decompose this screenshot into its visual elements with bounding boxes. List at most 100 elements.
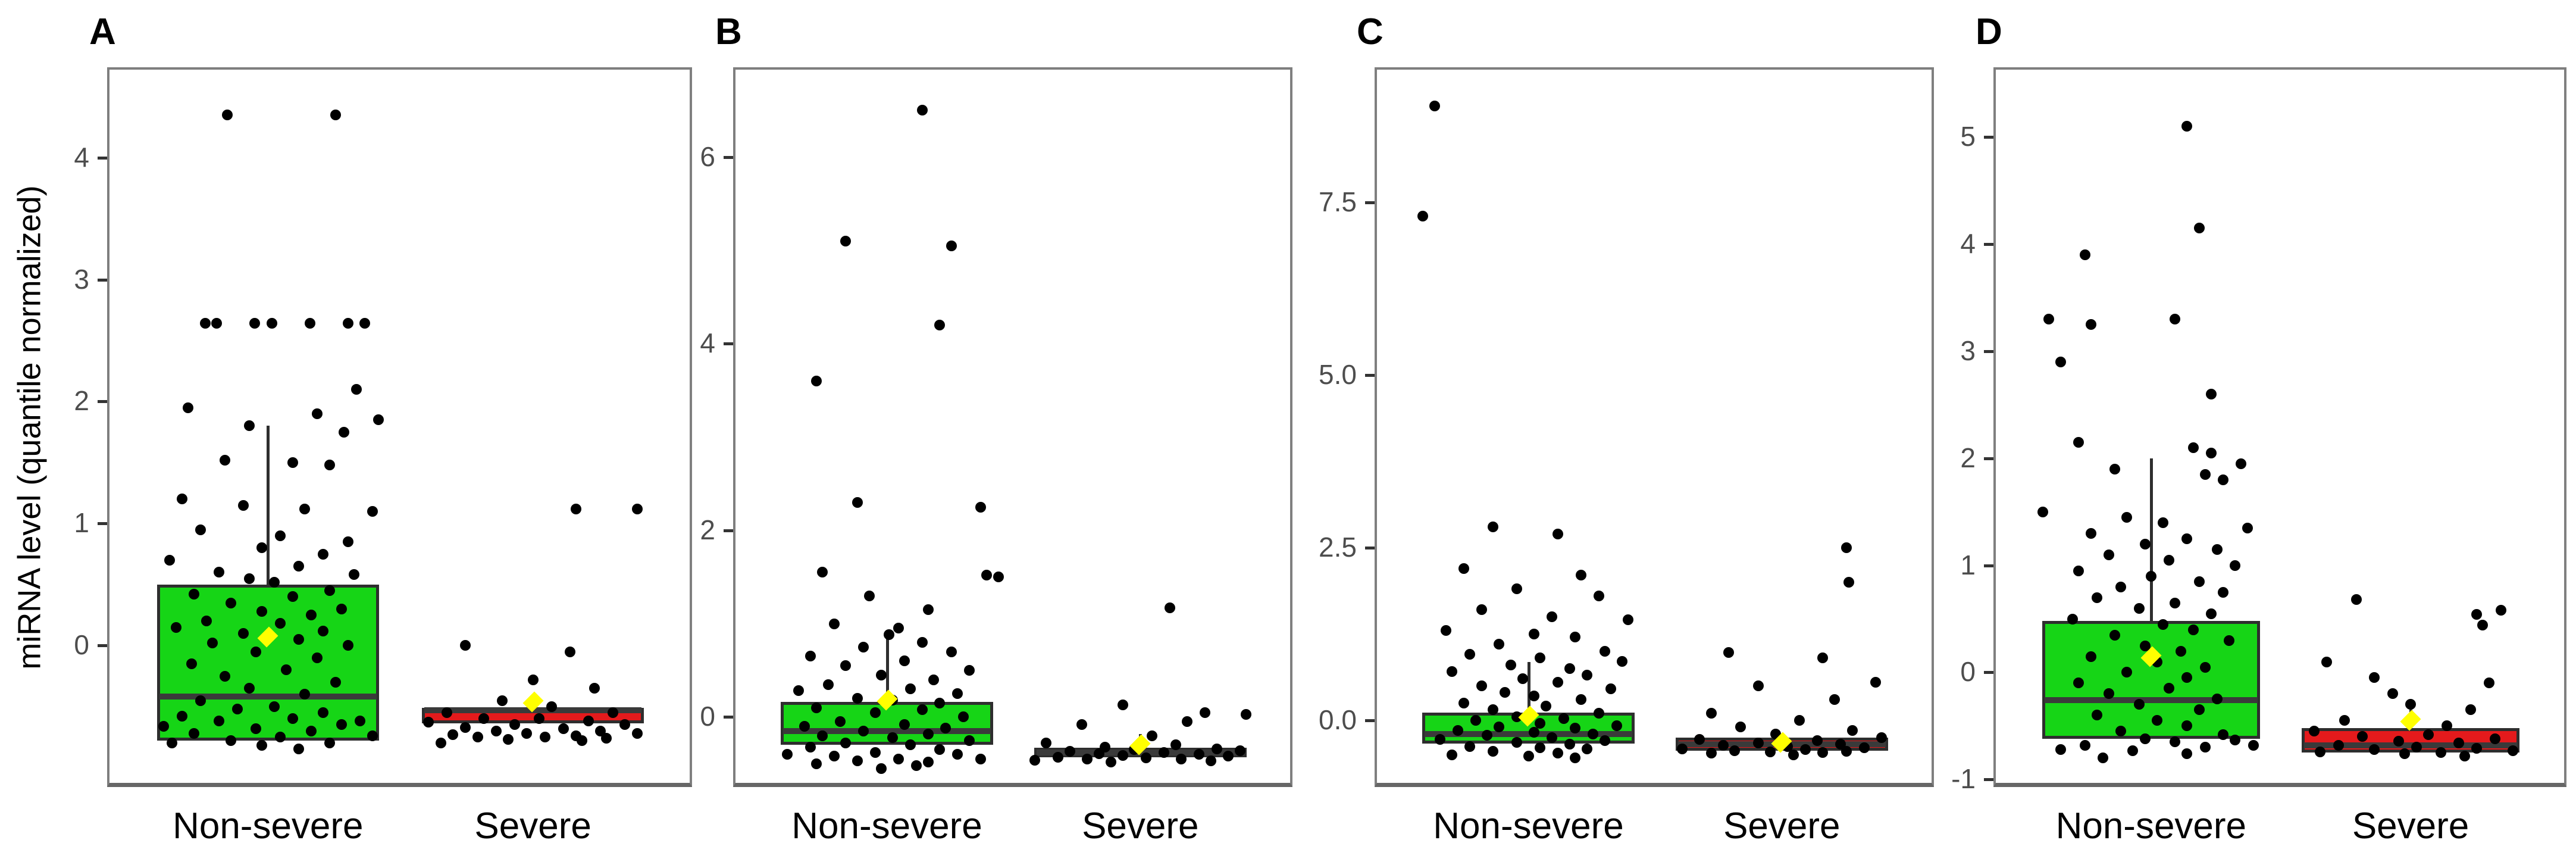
- jitter-point: [1705, 707, 1717, 719]
- y-tick-label: 1: [74, 507, 89, 539]
- plot-frame-C: [1375, 67, 1934, 787]
- jitter-point: [1617, 656, 1628, 667]
- jitter-point: [330, 676, 341, 688]
- jitter-point: [1453, 725, 1464, 736]
- jitter-point: [1729, 745, 1741, 756]
- jitter-point: [2224, 635, 2235, 646]
- jitter-point: [1723, 647, 1735, 658]
- median-line: [159, 694, 377, 700]
- jitter-point: [447, 729, 459, 740]
- jitter-point: [922, 756, 934, 767]
- jitter-point: [2055, 356, 2067, 367]
- jitter-point: [811, 702, 822, 713]
- jitter-point: [305, 610, 317, 621]
- jitter-point: [2218, 586, 2229, 598]
- jitter-point: [619, 719, 631, 730]
- jitter-point: [2205, 388, 2217, 399]
- jitter-point: [195, 524, 206, 535]
- y-tick-label: 0: [1960, 656, 1976, 688]
- jitter-point: [1552, 528, 1563, 539]
- jitter-point: [201, 616, 212, 627]
- jitter-point: [1141, 753, 1152, 764]
- y-tick-mark: [724, 155, 733, 159]
- jitter-point: [828, 618, 840, 629]
- jitter-point: [167, 738, 178, 749]
- jitter-point: [2193, 704, 2205, 716]
- jitter-point: [472, 731, 483, 742]
- jitter-point: [2218, 729, 2229, 740]
- jitter-point: [318, 548, 329, 560]
- jitter-point: [256, 740, 267, 751]
- jitter-point: [1158, 747, 1169, 758]
- y-tick-mark: [98, 522, 107, 526]
- jitter-point: [2181, 533, 2193, 544]
- jitter-point: [1811, 735, 1823, 747]
- jitter-point: [869, 707, 881, 718]
- jitter-point: [1564, 663, 1575, 674]
- jitter-point: [2309, 726, 2320, 737]
- y-tick-label: 5: [1960, 120, 1976, 152]
- jitter-point: [1705, 748, 1717, 759]
- jitter-point: [189, 728, 200, 739]
- jitter-point: [268, 701, 280, 712]
- jitter-point: [1817, 747, 1829, 758]
- jitter-point: [2176, 645, 2187, 657]
- jitter-point: [899, 719, 910, 730]
- jitter-point: [2489, 733, 2500, 745]
- jitter-point: [1817, 652, 1829, 664]
- jitter-point: [1064, 746, 1075, 757]
- category-label-non-severe: Non-severe: [791, 805, 982, 847]
- jitter-point: [1076, 719, 1087, 730]
- jitter-point: [805, 651, 816, 662]
- jitter-point: [1458, 697, 1469, 708]
- jitter-point: [1511, 711, 1522, 722]
- jitter-point: [981, 570, 993, 581]
- jitter-point: [1470, 714, 1481, 726]
- jitter-point: [2091, 592, 2102, 603]
- jitter-point: [1829, 694, 1841, 705]
- jitter-point: [816, 567, 828, 578]
- jitter-point: [220, 454, 231, 466]
- jitter-point: [828, 751, 840, 762]
- jitter-point: [2465, 704, 2477, 716]
- jitter-point: [934, 697, 946, 708]
- jitter-point: [884, 629, 895, 641]
- jitter-point: [1429, 100, 1440, 111]
- jitter-point: [249, 318, 260, 329]
- jitter-point: [244, 573, 255, 584]
- jitter-point: [176, 494, 187, 505]
- jitter-point: [940, 723, 951, 734]
- y-tick-label: 4: [74, 141, 89, 173]
- jitter-point: [1841, 745, 1852, 757]
- jitter-point: [324, 460, 335, 471]
- y-tick-label: 6: [700, 140, 715, 172]
- jitter-point: [2139, 538, 2151, 549]
- category-label-non-severe: Non-severe: [2055, 805, 2247, 847]
- jitter-point: [1564, 739, 1575, 750]
- jitter-point: [2181, 120, 2193, 132]
- jitter-point: [564, 646, 575, 657]
- jitter-point: [2073, 677, 2084, 689]
- jitter-point: [324, 738, 335, 749]
- jitter-point: [863, 590, 875, 601]
- jitter-point: [2170, 597, 2181, 608]
- jitter-point: [2199, 469, 2211, 480]
- jitter-point: [2121, 511, 2133, 523]
- jitter-point: [2164, 554, 2175, 566]
- y-tick-label: 7.5: [1319, 186, 1357, 218]
- jitter-point: [852, 755, 863, 767]
- jitter-point: [2109, 629, 2121, 641]
- jitter-point: [2085, 527, 2096, 539]
- jitter-point: [2453, 738, 2464, 749]
- jitter-point: [1841, 542, 1852, 553]
- jitter-point: [1523, 750, 1534, 761]
- y-tick-mark: [1984, 349, 1993, 353]
- jitter-point: [266, 318, 277, 329]
- y-tick-label: 4: [1960, 227, 1976, 259]
- jitter-point: [1558, 713, 1569, 725]
- jitter-point: [1735, 722, 1746, 733]
- jitter-point: [1094, 748, 1105, 759]
- jitter-point: [1582, 670, 1593, 681]
- jitter-point: [2055, 744, 2067, 755]
